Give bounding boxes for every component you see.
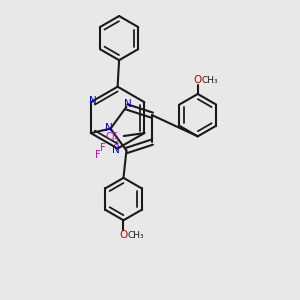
- Text: N: N: [89, 96, 97, 106]
- Text: CF: CF: [106, 133, 118, 142]
- Text: N: N: [112, 145, 119, 155]
- Text: N: N: [105, 123, 113, 133]
- Text: O: O: [119, 230, 128, 240]
- Text: F: F: [100, 143, 106, 153]
- Text: CH₃: CH₃: [128, 230, 144, 239]
- Text: 3: 3: [113, 138, 118, 147]
- Text: N: N: [124, 99, 132, 109]
- Text: O: O: [194, 75, 202, 85]
- Text: CH₃: CH₃: [202, 76, 218, 85]
- Text: F: F: [95, 150, 101, 160]
